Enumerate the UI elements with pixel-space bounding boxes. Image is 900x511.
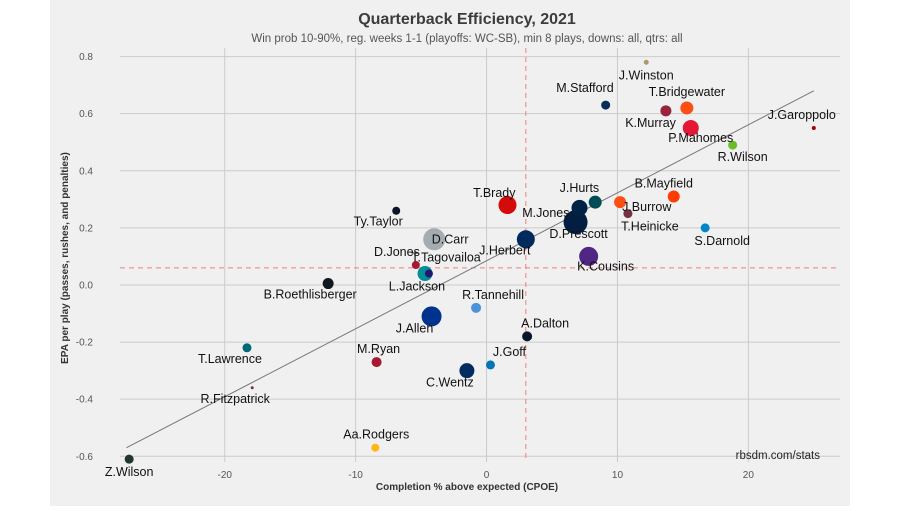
point-label: L.Jackson: [389, 280, 445, 294]
data-point: [588, 195, 602, 209]
point-label: B.Roethlisberger: [264, 288, 357, 302]
data-point: [124, 454, 134, 464]
data-point: [322, 278, 334, 290]
data-point: [411, 260, 420, 269]
data-point: [667, 190, 680, 203]
x-tick-label: 20: [743, 470, 755, 481]
point-label: Ty.Taylor: [354, 215, 403, 229]
grid-lines: [120, 48, 840, 462]
y-tick-label: -0.2: [76, 338, 94, 349]
y-tick-label: 0.6: [79, 109, 93, 120]
x-tick-label: 10: [612, 470, 624, 481]
point-label: R.Fitzpatrick: [200, 392, 270, 406]
y-tick-label: -0.4: [76, 395, 94, 406]
trend-line: [126, 90, 815, 449]
y-tick-label: 0.2: [79, 223, 93, 234]
credit-text: rbsdm.com/stats: [736, 450, 821, 462]
y-tick-label: 0.4: [79, 166, 93, 177]
point-label: R.Tannehill: [462, 288, 524, 302]
chart-title: Quarterback Efficiency, 2021: [358, 11, 576, 28]
data-point: [643, 59, 649, 65]
data-point: [601, 100, 611, 110]
data-points: [124, 59, 816, 464]
y-axis-label: EPA per play (passes, rushes, and penalt…: [60, 152, 71, 364]
x-tick-label: 0: [484, 470, 490, 481]
data-point: [392, 206, 401, 215]
data-point: [242, 343, 252, 353]
chart-panel: Quarterback Efficiency, 2021 Win prob 10…: [50, 0, 850, 506]
data-point: [522, 331, 533, 342]
data-point: [811, 125, 816, 130]
y-tick-label: 0.0: [79, 280, 93, 291]
point-label: T.Bridgewater: [649, 85, 725, 99]
x-axis-label: Completion % above expected (CPOE): [376, 482, 558, 493]
chart-subtitle: Win prob 10-90%, reg. weeks 1-1 (playoff…: [251, 33, 682, 45]
point-label: T.Lawrence: [198, 352, 262, 366]
data-point: [371, 443, 380, 452]
point-label: M.Ryan: [357, 342, 400, 356]
data-point: [423, 228, 446, 251]
tick-labels: -20 -10 0 10 20 -0.6 -0.4 -0.2 0.0 0.2 0.4 0.6 0.8: [76, 52, 755, 481]
data-point: [471, 302, 482, 313]
data-point: [623, 209, 633, 219]
data-point: [421, 306, 442, 327]
data-point: [660, 105, 672, 117]
point-label: P.Mahomes: [668, 131, 733, 145]
point-label: S.Darnold: [694, 234, 750, 248]
data-point: [250, 386, 254, 390]
data-point: [498, 196, 517, 215]
point-label: D.Jones: [374, 245, 420, 259]
point-label: R.Wilson: [718, 150, 768, 164]
point-label: B.Mayfield: [635, 176, 693, 190]
point-label: J.Allen: [396, 321, 434, 335]
point-label: T.Tagovailoa: [411, 251, 481, 265]
point-label: M.Stafford: [556, 81, 613, 95]
data-point: [516, 230, 535, 249]
data-point: [682, 119, 699, 136]
y-tick-label: -0.6: [76, 452, 94, 463]
point-label: T.Heinicke: [621, 220, 679, 234]
point-label: J.Goff: [493, 345, 527, 359]
y-tick-label: 0.8: [79, 52, 93, 63]
reference-lines: [120, 48, 840, 462]
point-label: J.Hurts: [560, 181, 600, 195]
x-tick-label: -20: [218, 470, 233, 481]
point-label: C.Wentz: [426, 376, 474, 390]
data-point: [485, 360, 495, 370]
point-label: A.Dalton: [521, 316, 569, 330]
data-point: [459, 363, 475, 379]
data-point: [614, 196, 627, 209]
data-point: [579, 246, 599, 266]
point-label: D.Carr: [432, 232, 469, 246]
data-point: [728, 140, 738, 150]
point-label: Aa.Rodgers: [343, 428, 409, 442]
data-point: [371, 357, 382, 368]
data-point: [700, 223, 710, 233]
point-label: J.Winston: [619, 68, 674, 82]
point-label: M.Jones: [522, 206, 569, 220]
point-label: D.Prescott: [549, 227, 608, 241]
point-label: T.Brady: [473, 186, 516, 200]
data-point: [424, 269, 433, 278]
point-label: J.Burrow: [622, 200, 672, 214]
scatter-chart: Quarterback Efficiency, 2021 Win prob 10…: [60, 11, 840, 493]
data-point: [680, 101, 694, 115]
point-label: K.Cousins: [577, 259, 634, 273]
point-label: Z.Wilson: [105, 465, 154, 479]
point-label: J.Garoppolo: [768, 108, 836, 122]
point-label: K.Murray: [625, 116, 676, 130]
point-label: J.Herbert: [479, 243, 531, 257]
data-point: [571, 199, 588, 216]
data-point: [563, 210, 588, 235]
x-tick-label: -10: [348, 470, 363, 481]
point-labels: J.Winston M.Stafford T.Bridgewater K.Murray…: [105, 68, 836, 479]
